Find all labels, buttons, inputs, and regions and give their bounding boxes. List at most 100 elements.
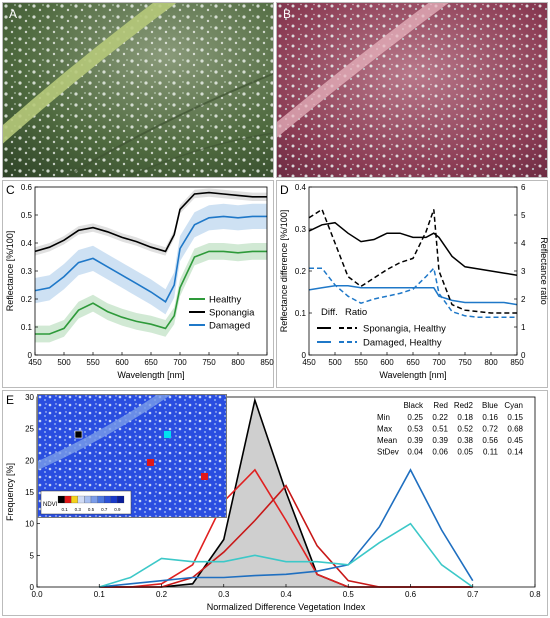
ndvi-colorbar — [57, 495, 125, 504]
y-tick-label: 10 — [25, 520, 34, 529]
colorbar-swatch — [77, 495, 85, 504]
y-right-axis-label: Reflectance ratio — [539, 237, 549, 305]
panel-a-photo: A — [2, 2, 274, 178]
stats-col-header: Red — [433, 401, 448, 410]
x-tick-label: 500 — [328, 358, 342, 367]
stats-col-header: Cyan — [504, 401, 523, 410]
panel-e-label: E — [6, 393, 15, 407]
colorbar-swatch — [97, 495, 105, 504]
y-tick-label: 0 — [28, 351, 33, 360]
y-tick-label: 0 — [302, 351, 307, 360]
series-line — [308, 221, 518, 276]
x-tick-label: 850 — [510, 358, 524, 367]
x-tick-label: 450 — [28, 358, 42, 367]
y-right-tick-label: 6 — [521, 183, 526, 192]
stats-cell: 0.25 — [407, 413, 423, 422]
colorbar-tick-label: 0.7 — [101, 507, 108, 512]
colorbar-tick-label: 0.5 — [88, 507, 95, 512]
colorbar-swatch — [104, 495, 111, 504]
panel-c: C 450 500 550 600 650 700 750 800 850 0 0.1 0.2 0.3 0… — [2, 180, 274, 388]
stats-cell: 0.18 — [457, 413, 473, 422]
y-right-tick-label: 1 — [521, 323, 526, 332]
series-line — [308, 284, 518, 306]
x-tick-label: 0.3 — [218, 590, 230, 599]
panel-a-label: A — [9, 7, 18, 21]
x-tick-label: 500 — [57, 358, 71, 367]
reflectance-chart: 450 500 550 600 650 700 750 800 850 0 0.1 0.2 0.3 0.4… — [5, 183, 274, 380]
series-line-blue — [99, 468, 474, 588]
stats-cell: 0.04 — [407, 448, 423, 457]
panel-c-label: C — [6, 183, 15, 197]
stats-cell: 0.06 — [432, 448, 448, 457]
series-line — [308, 208, 517, 314]
x-tick-label: 450 — [302, 358, 316, 367]
x-tick-label: 600 — [380, 358, 394, 367]
colorbar-swatch — [90, 495, 98, 504]
stats-cell: 0.72 — [482, 425, 498, 434]
x-tick-label: 0.2 — [156, 590, 168, 599]
colorbar-tick-label: 0.3 — [75, 507, 82, 512]
stats-cell: 0.11 — [483, 448, 499, 457]
stats-col-header: Red2 — [454, 401, 474, 410]
y-axis-label: Reflectance [%/100] — [5, 231, 15, 312]
stats-cell: 0.45 — [507, 436, 523, 445]
stats-row-label: Max — [377, 425, 392, 434]
x-tick-label: 550 — [86, 358, 100, 367]
y-tick-label: 5 — [30, 551, 35, 560]
stats-col-header: Blue — [482, 401, 499, 410]
x-tick-label: 800 — [231, 358, 245, 367]
band-sponangia — [35, 188, 267, 256]
x-tick-label: 650 — [144, 358, 158, 367]
colorbar-swatch — [71, 495, 78, 504]
y-axis-label: Frequency [%] — [5, 463, 15, 521]
stats-cell: 0.56 — [482, 436, 498, 445]
x-tick-label: 0.4 — [280, 590, 292, 599]
legend-label: Sponangia — [209, 308, 255, 319]
x-tick-label: 850 — [260, 358, 274, 367]
panel-d: D 450 500 550 600 650 700 750 800 850 0 0.1 0.2 0.3 0… — [276, 180, 549, 388]
colorbar-label: NDVI — [43, 502, 58, 508]
y-tick-label: 20 — [25, 456, 34, 465]
x-tick-label: 0.1 — [94, 590, 106, 599]
legend-label: Sponangia, Healthy — [363, 324, 446, 335]
x-tick-label: 700 — [173, 358, 187, 367]
legend-label: Healthy — [209, 295, 241, 306]
panel-b-photo: B — [276, 2, 548, 178]
y-tick-label: 0 — [30, 583, 35, 592]
roi-cyan — [164, 431, 171, 438]
y-tick-label: 0.4 — [295, 183, 307, 192]
y-tick-label: 0.3 — [295, 225, 307, 234]
x-axis-label: Normalized Difference Vegetation Index — [207, 602, 366, 612]
y-right-tick-label: 5 — [521, 211, 526, 220]
x-tick-label: 0.5 — [343, 590, 355, 599]
ndvi-histogram-chart: 0.0 0.1 0.2 0.3 0.4 0.5 0.6 0.7 0.8 0 5 10 15 20 25 30 N… — [5, 393, 541, 612]
x-tick-label: 0.7 — [467, 590, 479, 599]
stats-cell: 0.05 — [457, 448, 473, 457]
stats-cell: 0.39 — [432, 436, 448, 445]
stats-cell: 0.16 — [482, 413, 498, 422]
panel-e: E 0.0 0.1 0.2 0.3 0.4 0.5 0.6 0.7 0.8 0 5 10 15 20 25 3… — [2, 390, 548, 616]
series-line-healthy — [35, 250, 267, 335]
x-tick-label: 0.8 — [529, 590, 541, 599]
leaf-photo-red — [277, 3, 547, 177]
y-right-tick-label: 3 — [521, 267, 526, 276]
roi-black — [74, 430, 83, 439]
x-axis-label: Wavelength [nm] — [117, 370, 184, 380]
x-tick-label: 650 — [406, 358, 420, 367]
panel-b-label: B — [283, 7, 292, 21]
x-tick-label: 0.0 — [31, 590, 43, 599]
ndvi-map-inset: NDVI 0.1 0.3 0.5 0.7 0.9 — [37, 394, 227, 518]
y-tick-label: 0.2 — [21, 295, 33, 304]
legend-label: Damaged — [209, 321, 250, 332]
legend-label: Damaged, Healthy — [363, 338, 442, 349]
stats-cell: 0.53 — [407, 425, 423, 434]
colorbar-swatch — [57, 495, 65, 504]
x-tick-label: 0.6 — [405, 590, 417, 599]
stats-col-header: Black — [403, 401, 424, 410]
x-tick-label: 800 — [484, 358, 498, 367]
x-tick-label: 700 — [432, 358, 446, 367]
y-tick-label: 0.2 — [295, 267, 307, 276]
y-tick-label: 30 — [25, 393, 34, 402]
legend-header-diff: Diff. — [321, 307, 338, 318]
x-tick-label: 550 — [354, 358, 368, 367]
